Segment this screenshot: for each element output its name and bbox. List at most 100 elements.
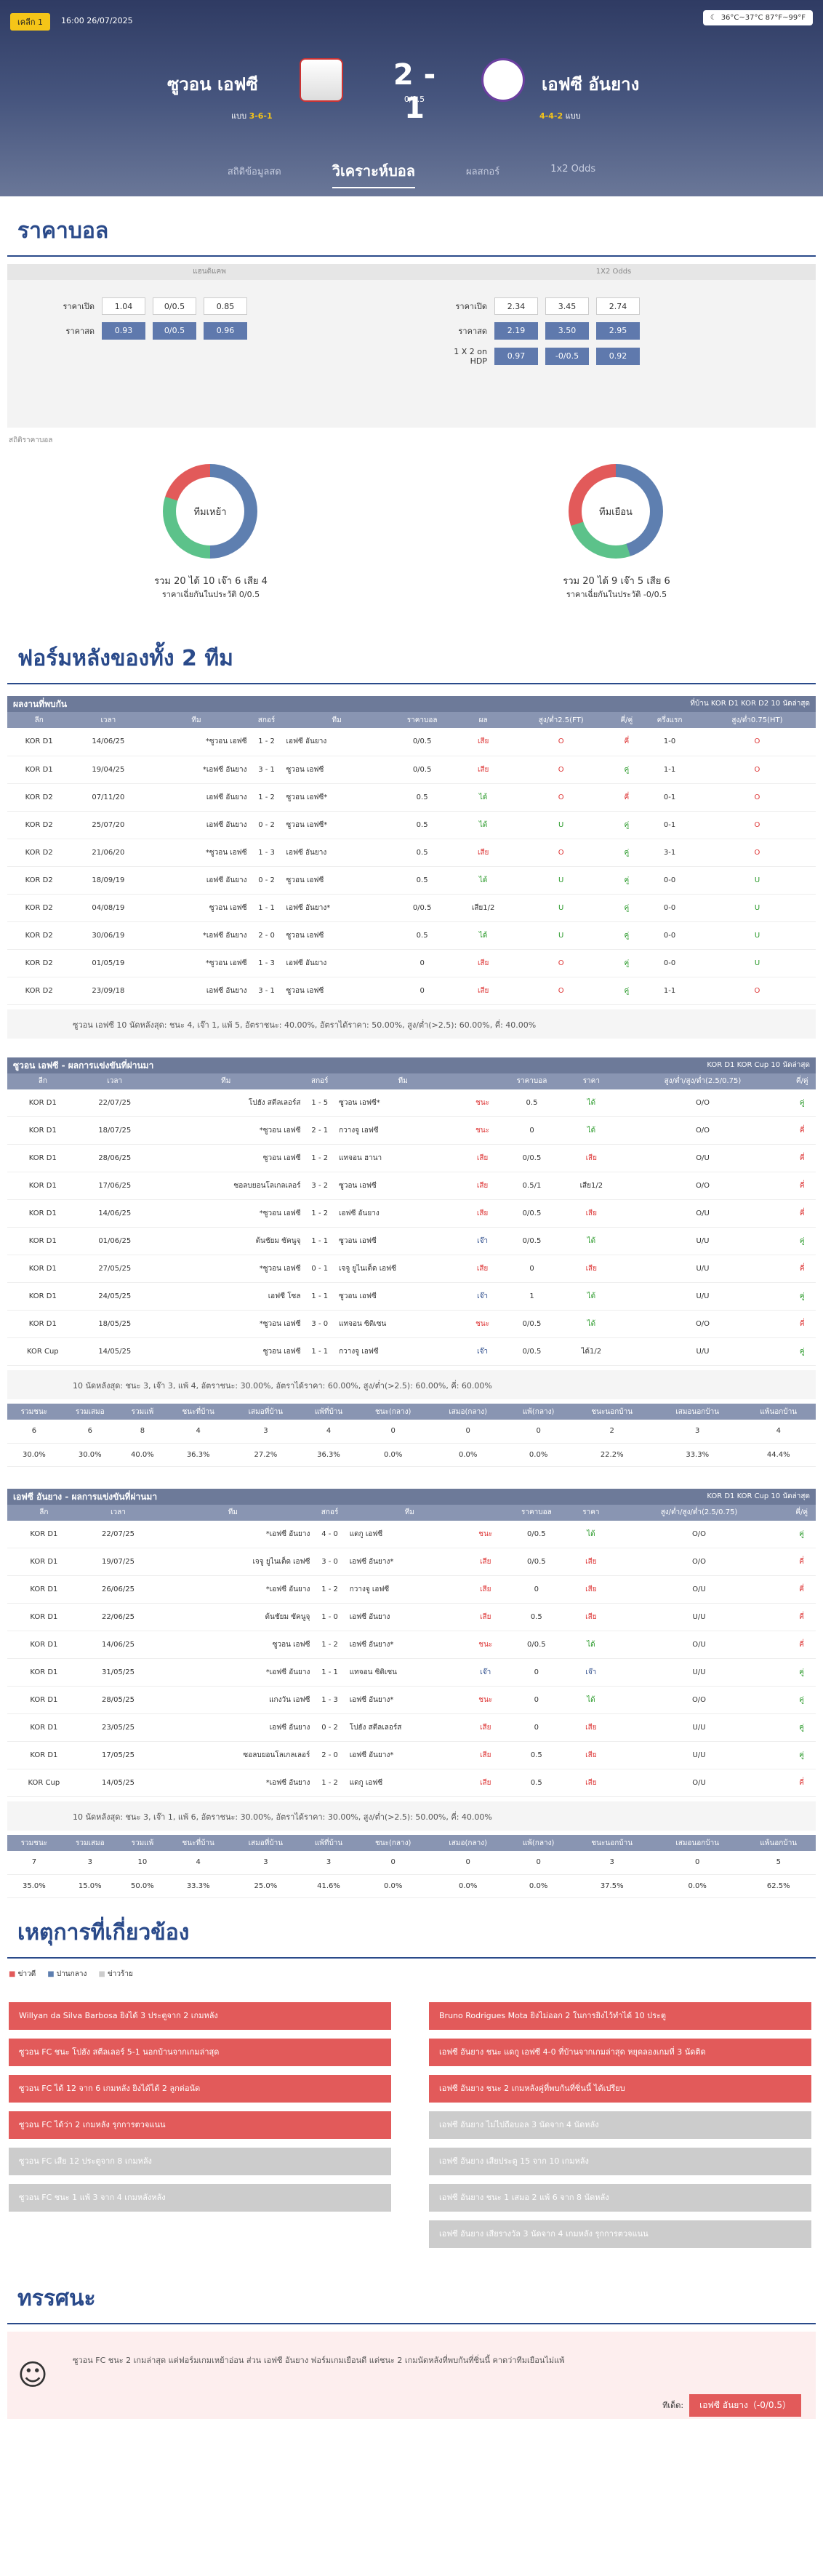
recent-cell[interactable]: ซอลบยอนโลเกลเลอร์ (150, 1172, 301, 1200)
h2h-cell[interactable]: เอฟซี อันยาง (145, 811, 247, 839)
table-row[interactable]: KOR D2 30/06/19 *เอฟซี อันยาง 2 - 0 ซูวอน เอ… (7, 921, 816, 950)
table-row[interactable]: KOR D1 14/06/25 *ซูวอน เอฟซี 1 - 2 เอฟซี อัน… (7, 1199, 816, 1228)
table-row[interactable]: KOR D2 18/09/19 เอฟซี อันยาง 0 - 2 ซูวอน เอฟ… (7, 866, 816, 895)
recent-cell[interactable]: ซูวอน เอฟซี (339, 1282, 467, 1311)
h2h-cell[interactable]: *ซูวอน เอฟซี (145, 839, 247, 867)
away-team-name[interactable]: เอฟซี อันยาง (542, 74, 640, 95)
recent-cell[interactable]: แดกู เอฟซี (349, 1520, 470, 1548)
tab-live-stats[interactable]: สถิติข้อมูลสด (227, 167, 281, 177)
table-row[interactable]: KOR D1 18/05/25 *ซูวอน เอฟซี 3 - 0 แทจอน ซิต… (7, 1310, 816, 1338)
table-row[interactable]: KOR D2 23/09/18 เอฟซี อันยาง 3 - 1 ซูวอน เอฟ… (7, 977, 816, 1005)
news-item[interactable]: เอฟซี อันยาง ไม่ไปถือบอล 3 นัดจาก 4 นัดห… (429, 2111, 811, 2139)
h2h-cell[interactable]: ซูวอน เอฟซี (286, 756, 388, 784)
h2h-cell[interactable]: เอฟซี อันยาง (145, 866, 247, 895)
table-row[interactable]: KOR D2 04/08/19 ซูวอน เอฟซี 1 - 1 เอฟซี อันย… (7, 894, 816, 922)
tab-1x2-odds[interactable]: 1x2 Odds (550, 164, 596, 175)
recent-cell[interactable]: แทจอน ซิติเซน (339, 1310, 467, 1338)
table-row[interactable]: KOR D1 31/05/25 *เอฟซี อันยาง 1 - 1 แทจอน ซิ… (7, 1658, 816, 1687)
home-filter[interactable]: KOR D1 KOR Cup 10 นัดล่าสุด (707, 1060, 810, 1069)
tab-analysis[interactable]: วิเคราะห์บอล (332, 159, 416, 188)
home-team-name[interactable]: ซูวอน เอฟซี (167, 74, 258, 95)
recent-cell[interactable]: เอฟซี อันยาง (156, 1713, 310, 1742)
recent-cell[interactable]: เอฟซี อันยาง (339, 1199, 467, 1228)
table-row[interactable]: KOR D1 23/05/25 เอฟซี อันยาง 0 - 2 โปฮัง สตี… (7, 1713, 816, 1742)
recent-cell[interactable]: เอฟซี อันยาง* (349, 1548, 470, 1576)
h2h-cell[interactable]: เอฟซี อันยาง (286, 839, 388, 867)
news-item[interactable]: เอฟซี อันยาง ชนะ 2 เกมหลังคู่ที่พบกันที่… (429, 2074, 811, 2103)
h2h-cell[interactable]: เอฟซี อันยาง (286, 949, 388, 977)
table-row[interactable]: KOR D1 22/06/25 ต้นชัยม ซัคนูจุ 1 - 0 เอฟซี … (7, 1603, 816, 1631)
recent-cell[interactable]: ต้นชัยม ซัคนูจุ (156, 1603, 310, 1631)
table-row[interactable]: KOR D1 28/05/25 แกงวัน เอฟซี 1 - 3 เอฟซี อัน… (7, 1686, 816, 1714)
recent-cell[interactable]: กวางจู เอฟซี (339, 1116, 467, 1145)
tab-scores[interactable]: ผลสกอร์ (466, 167, 500, 177)
table-row[interactable]: KOR D2 21/06/20 *ซูวอน เอฟซี 1 - 3 เอฟซี อัน… (7, 839, 816, 867)
table-row[interactable]: KOR D1 01/06/25 ต้นชัยม ซัคนูจุ 1 - 1 ซูวอน … (7, 1227, 816, 1255)
recent-cell[interactable]: เอฟซี อันยาง* (349, 1686, 470, 1714)
table-row[interactable]: KOR Cup 14/05/25 *เอฟซี อันยาง 1 - 2 แดกู เอ… (7, 1769, 816, 1797)
recent-cell[interactable]: แทจอน ซิติเซน (349, 1658, 470, 1687)
table-row[interactable]: KOR D1 17/06/25 ซอลบยอนโลเกลเลอร์ 3 - 2 ซูวอ… (7, 1172, 816, 1200)
h2h-cell[interactable]: เอฟซี อันยาง (286, 728, 388, 756)
recent-cell[interactable]: ซูวอน เอฟซี (150, 1337, 301, 1366)
recent-cell[interactable]: ซูวอน เอฟซี (339, 1227, 467, 1255)
recent-cell[interactable]: เอฟซี อันยาง (349, 1603, 470, 1631)
league-badge[interactable]: เคลีก 1 (10, 13, 51, 31)
news-item[interactable]: Willyan da Silva Barbosa ยิงได้ 3 ประตูจ… (9, 2001, 391, 2030)
recent-cell[interactable]: ซูวอน เอฟซี* (339, 1089, 467, 1117)
h2h-cell[interactable]: เอฟซี อันยาง (145, 783, 247, 812)
news-item[interactable]: เอฟซี อันยาง ชนะ 1 เสมอ 2 แพ้ 6 จาก 8 นั… (429, 2183, 811, 2212)
news-item[interactable]: เอฟซี อันยาง เสียรางวัล 3 นัดจาก 4 เกมหล… (429, 2220, 811, 2248)
recent-cell[interactable]: แดกู เอฟซี (349, 1769, 470, 1797)
h2h-cell[interactable]: *เอฟซี อันยาง (145, 756, 247, 784)
recent-cell[interactable]: เจจู ยูไนเต็ด เอฟซี (339, 1255, 467, 1283)
table-row[interactable]: KOR D2 25/07/20 เอฟซี อันยาง 0 - 2 ซูวอน เอฟ… (7, 811, 816, 839)
recent-cell[interactable]: โปฮัง สตีลเลอร์ส (150, 1089, 301, 1117)
table-row[interactable]: KOR D1 22/07/25 *เอฟซี อันยาง 4 - 0 แดกู เอฟ… (7, 1520, 816, 1548)
table-row[interactable]: KOR D2 01/05/19 *ซูวอน เอฟซี 1 - 3 เอฟซี อัน… (7, 949, 816, 977)
recent-cell[interactable]: แทจอน ฮานา (339, 1144, 467, 1172)
news-item[interactable]: ซูวอน FC ชนะ โปฮัง สตีลเลอร์ 5-1 นอกบ้าน… (9, 2038, 391, 2066)
news-item[interactable]: Bruno Rodrigues Mota ยิงไม่ออก 2 ในการยิ… (429, 2001, 811, 2030)
pick-badge[interactable]: เอฟซี อันยาง（-0/0.5） (689, 2393, 801, 2417)
h2h-cell[interactable]: ซูวอน เอฟซี (145, 894, 247, 922)
recent-cell[interactable]: ซูวอน เอฟซี (339, 1172, 467, 1200)
news-item[interactable]: ซูวอน FC ได้ว่า 2 เกมหลัง รุกการตวจแนน (9, 2111, 391, 2139)
h2h-cell[interactable]: *ซูวอน เอฟซี (145, 728, 247, 756)
table-row[interactable]: KOR D1 22/07/25 โปฮัง สตีลเลอร์ส 1 - 5 ซูวอน… (7, 1089, 816, 1117)
recent-cell[interactable]: โปฮัง สตีลเลอร์ส (349, 1713, 470, 1742)
recent-cell[interactable]: เอฟซี โซล (150, 1282, 301, 1311)
recent-cell[interactable]: ซูวอน เอฟซี (150, 1144, 301, 1172)
table-row[interactable]: KOR D2 07/11/20 เอฟซี อันยาง 1 - 2 ซูวอน เอฟ… (7, 783, 816, 812)
recent-cell[interactable]: *เอฟซี อันยาง (156, 1520, 310, 1548)
recent-cell[interactable]: ต้นชัยม ซัคนูจุ (150, 1227, 301, 1255)
h2h-cell[interactable]: ซูวอน เอฟซี* (286, 783, 388, 812)
recent-cell[interactable]: กวางจู เอฟซี (339, 1337, 467, 1366)
recent-cell[interactable]: ซูวอน เอฟซี (156, 1631, 310, 1659)
table-row[interactable]: KOR D1 19/04/25 *เอฟซี อันยาง 3 - 1 ซูวอน เอ… (7, 756, 816, 784)
table-row[interactable]: KOR D1 24/05/25 เอฟซี โซล 1 - 1 ซูวอน เอฟซีเ… (7, 1282, 816, 1311)
away-filter[interactable]: KOR D1 KOR Cup 10 นัดล่าสุด (707, 1492, 810, 1500)
table-row[interactable]: KOR D1 19/07/25 เจจู ยูไนเต็ด เอฟซี 3 - 0 เอ… (7, 1548, 816, 1576)
h2h-cell[interactable]: *เอฟซี อันยาง (145, 921, 247, 950)
recent-cell[interactable]: *ซูวอน เอฟซี (150, 1310, 301, 1338)
recent-cell[interactable]: เอฟซี อันยาง* (349, 1741, 470, 1769)
table-row[interactable]: KOR D1 18/07/25 *ซูวอน เอฟซี 2 - 1 กวางจู เอ… (7, 1116, 816, 1145)
recent-cell[interactable]: กวางจู เอฟซี (349, 1575, 470, 1604)
news-item[interactable]: เอฟซี อันยาง เสียประตู 15 จาก 10 เกมหลัง (429, 2147, 811, 2175)
h2h-cell[interactable]: ซูวอน เอฟซี (286, 866, 388, 895)
table-row[interactable]: KOR D1 28/06/25 ซูวอน เอฟซี 1 - 2 แทจอน ฮานา… (7, 1144, 816, 1172)
h2h-cell[interactable]: เอฟซี อันยาง* (286, 894, 388, 922)
table-row[interactable]: KOR D1 14/06/25 *ซูวอน เอฟซี 1 - 2 เอฟซี อัน… (7, 728, 816, 756)
recent-cell[interactable]: *เอฟซี อันยาง (156, 1658, 310, 1687)
news-item[interactable]: ซูวอน FC ชนะ 1 แพ้ 3 จาก 4 เกมหลังหลัง (9, 2183, 391, 2212)
h2h-cell[interactable]: *ซูวอน เอฟซี (145, 949, 247, 977)
recent-cell[interactable]: *เอฟซี อันยาง (156, 1575, 310, 1604)
recent-cell[interactable]: แกงวัน เอฟซี (156, 1686, 310, 1714)
table-row[interactable]: KOR D1 26/06/25 *เอฟซี อันยาง 1 - 2 กวางจู เ… (7, 1575, 816, 1604)
h2h-cell[interactable]: ซูวอน เอฟซี (286, 977, 388, 1005)
recent-cell[interactable]: *ซูวอน เอฟซี (150, 1255, 301, 1283)
h2h-cell[interactable]: เอฟซี อันยาง (145, 977, 247, 1005)
table-row[interactable]: KOR D1 14/06/25 ซูวอน เอฟซี 1 - 2 เอฟซี อันย… (7, 1631, 816, 1659)
recent-cell[interactable]: *ซูวอน เอฟซี (150, 1199, 301, 1228)
